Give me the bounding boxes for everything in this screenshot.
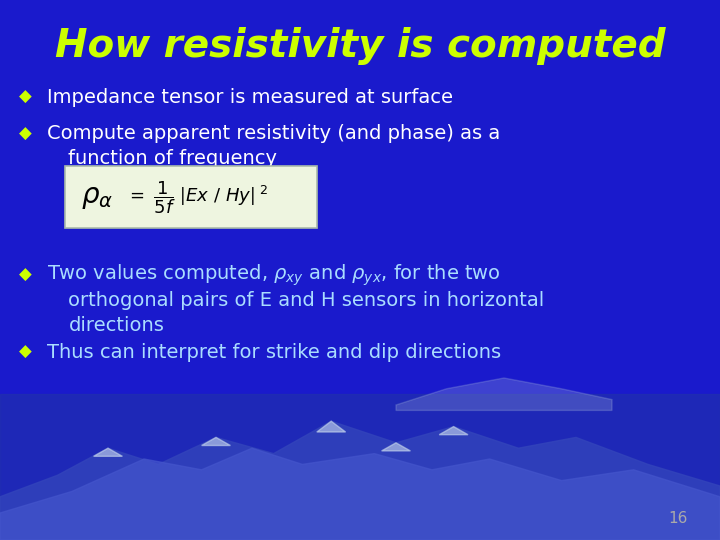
Text: function of frequency: function of frequency: [68, 149, 277, 168]
Text: 16: 16: [668, 511, 688, 526]
Text: orthogonal pairs of E and H sensors in horizontal: orthogonal pairs of E and H sensors in h…: [68, 291, 544, 310]
Polygon shape: [396, 378, 612, 410]
Polygon shape: [317, 421, 346, 432]
Text: Two values computed, $\rho_{xy}$ and $\rho_{yx}$, for the two: Two values computed, $\rho_{xy}$ and $\r…: [47, 262, 500, 288]
Text: $=\ \dfrac{1}{5f}\ \left|Ex\ /\ Hy\right|^{\ 2}$: $=\ \dfrac{1}{5f}\ \left|Ex\ /\ Hy\right…: [126, 179, 269, 215]
Text: ◆: ◆: [19, 88, 32, 106]
FancyBboxPatch shape: [65, 166, 317, 228]
Polygon shape: [202, 437, 230, 446]
Polygon shape: [0, 421, 720, 540]
Polygon shape: [0, 448, 720, 540]
Text: How resistivity is computed: How resistivity is computed: [55, 27, 665, 65]
Polygon shape: [94, 448, 122, 456]
Text: ◆: ◆: [19, 125, 32, 143]
Polygon shape: [382, 443, 410, 451]
Polygon shape: [0, 394, 720, 540]
Polygon shape: [439, 427, 468, 435]
Text: Compute apparent resistivity (and phase) as a: Compute apparent resistivity (and phase)…: [47, 124, 500, 144]
Text: $\rho_\alpha$: $\rho_\alpha$: [81, 184, 114, 211]
Text: directions: directions: [68, 316, 164, 335]
Text: ◆: ◆: [19, 266, 32, 285]
Text: ◆: ◆: [19, 343, 32, 361]
Text: Impedance tensor is measured at surface: Impedance tensor is measured at surface: [47, 87, 453, 107]
Text: Thus can interpret for strike and dip directions: Thus can interpret for strike and dip di…: [47, 342, 501, 362]
